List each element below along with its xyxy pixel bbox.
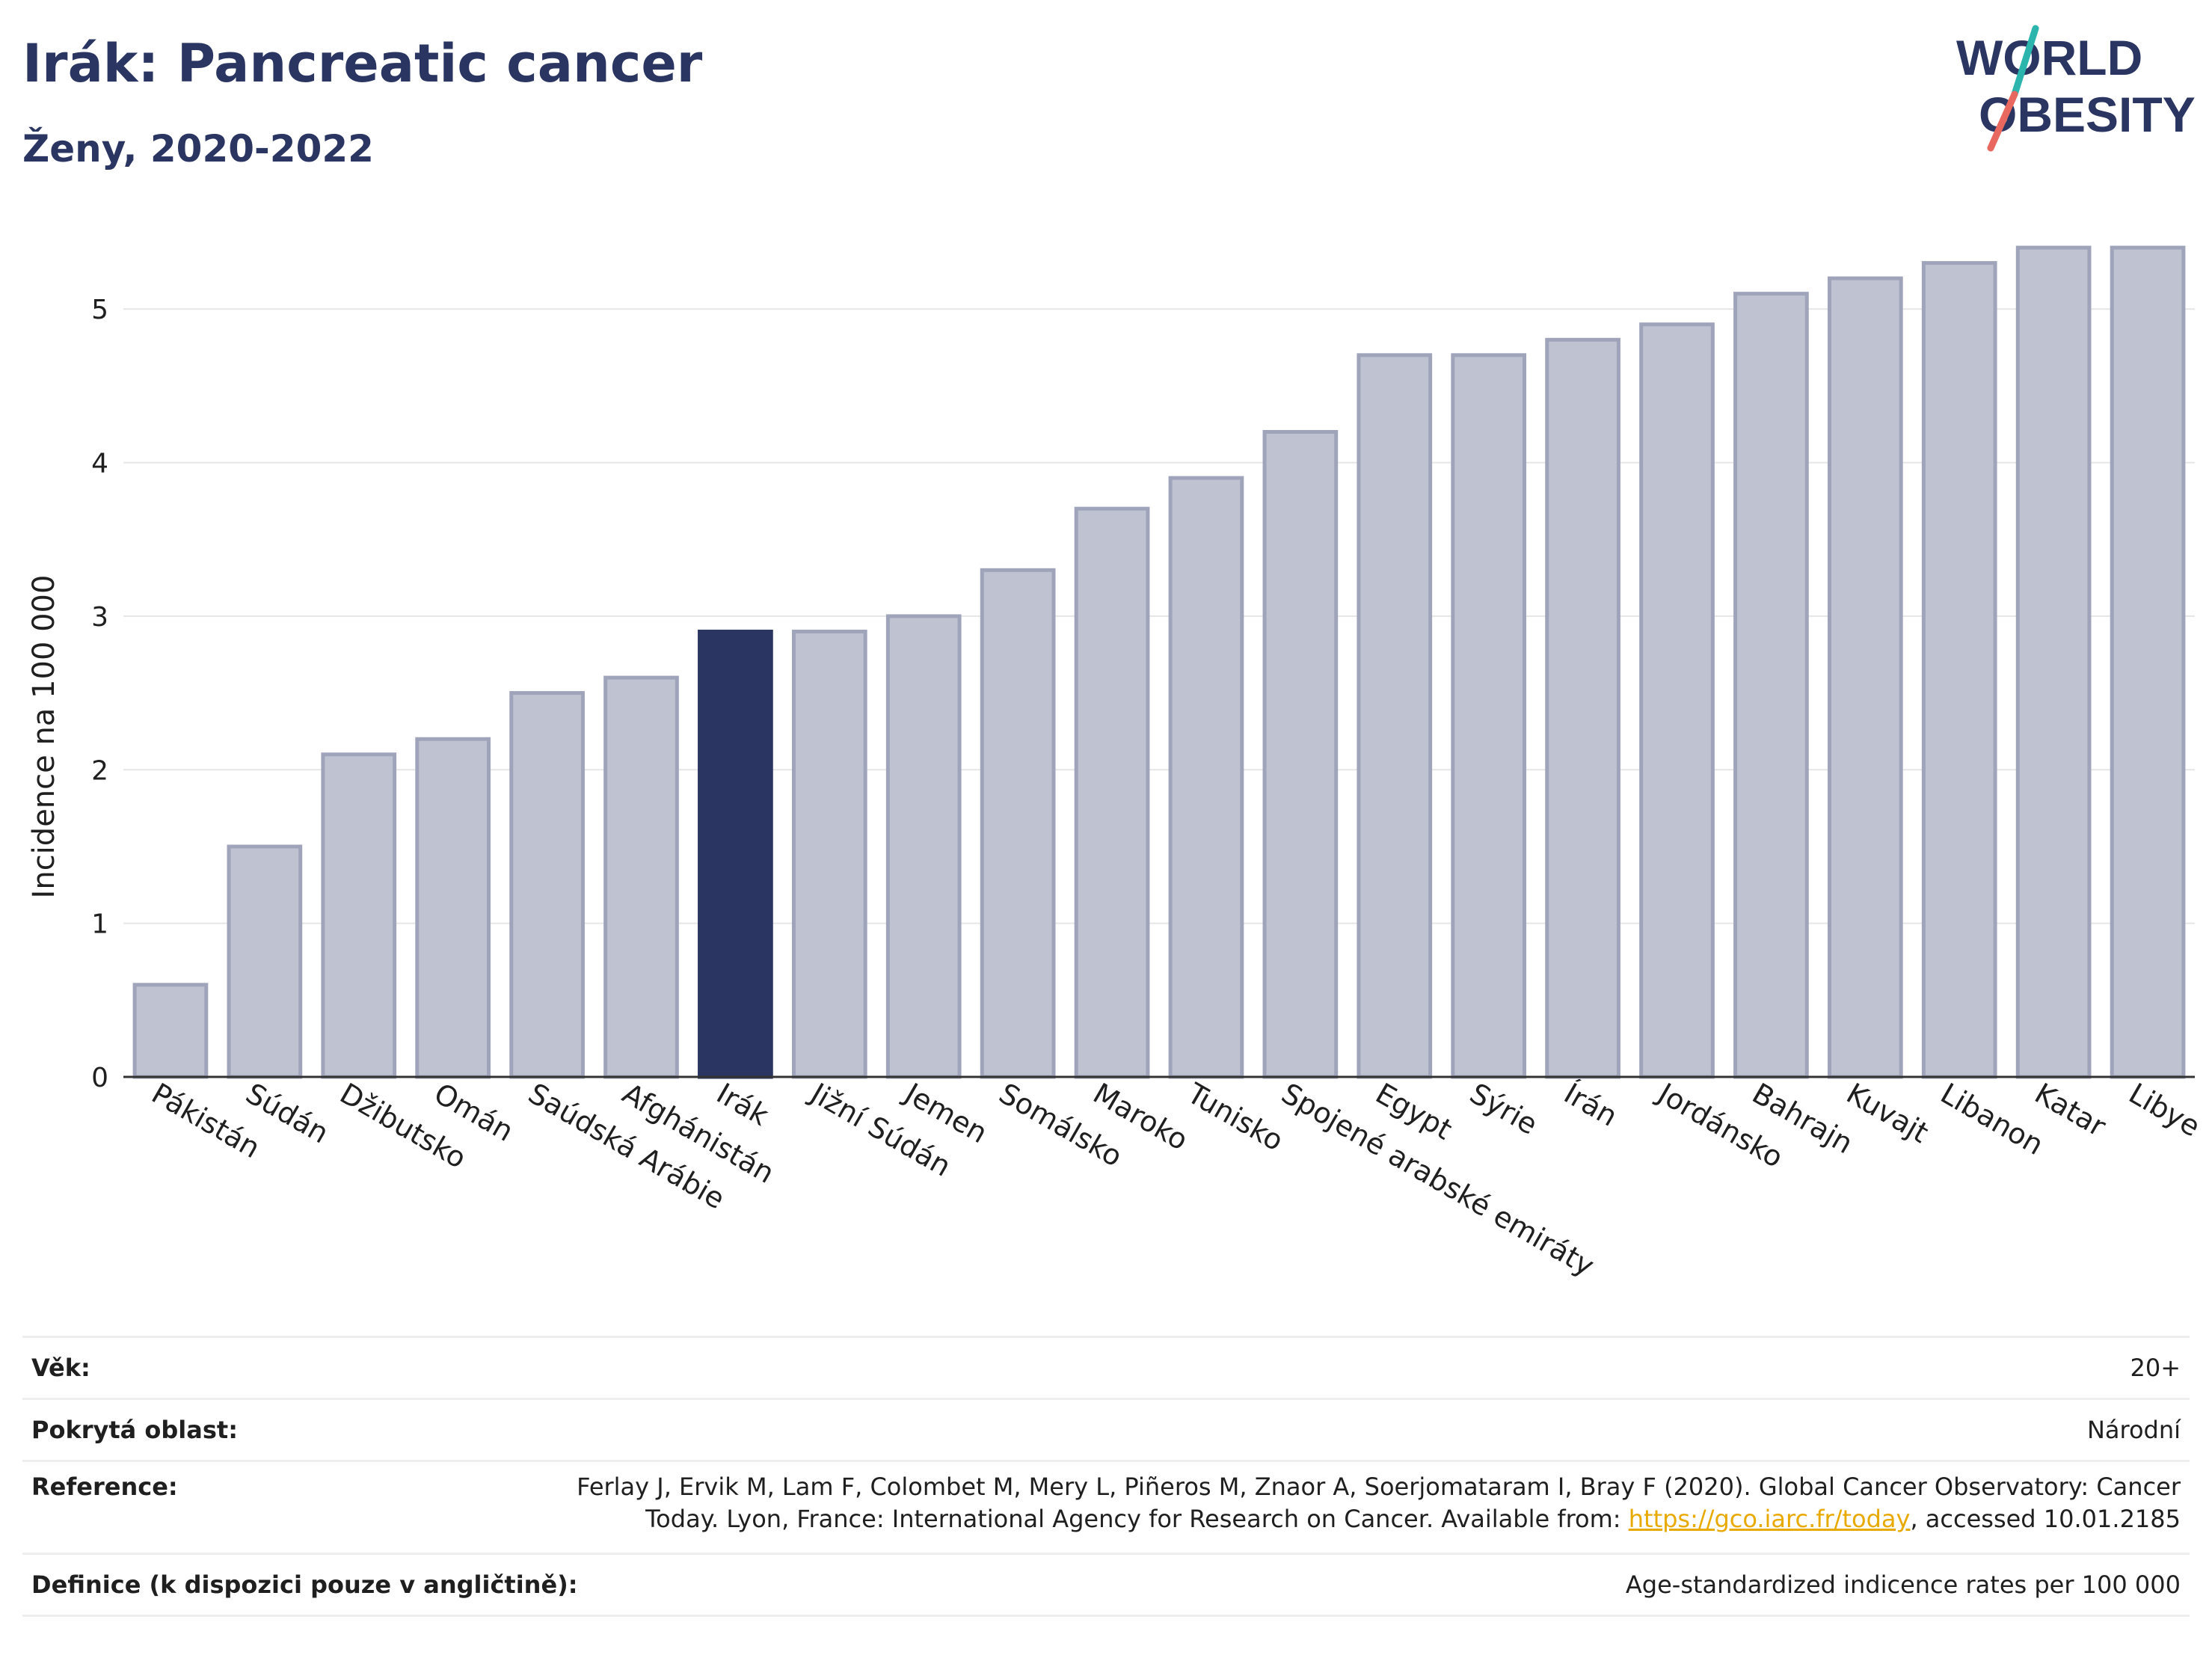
bar-tunisko — [1168, 476, 1244, 1079]
age-value: 20+ — [2130, 1353, 2181, 1382]
y-tick-label: 1 — [91, 909, 108, 940]
age-label: Věk: — [31, 1353, 90, 1382]
x-tick-label: Tunisko — [1182, 1076, 1289, 1158]
bar-libye — [2110, 245, 2186, 1079]
x-tick-label: Libye — [2124, 1077, 2206, 1143]
bar-pákistán — [132, 983, 209, 1079]
bar-sýrie — [1451, 353, 1527, 1079]
bar-bahrajn — [1733, 292, 1809, 1079]
bar-kuvajt — [1827, 276, 1903, 1079]
chart-subtitle: Ženy, 2020-2022 — [22, 127, 374, 171]
y-tick-label: 5 — [91, 295, 108, 325]
bar-džibutsko — [321, 752, 397, 1079]
reference-line-2-pre: Today. Lyon, France: International Agenc… — [645, 1505, 1629, 1533]
logo-world-text: WORLD — [1956, 30, 2142, 85]
bar-saúdská-arábie — [509, 691, 585, 1079]
y-tick-label: 2 — [91, 755, 108, 786]
bar-afghánistán — [603, 675, 679, 1079]
bar-egypt — [1357, 353, 1433, 1079]
y-tick-label: 4 — [91, 449, 108, 479]
x-tick-label: Sýrie — [1464, 1077, 1543, 1141]
info-row-age: Věk: 20+ — [22, 1336, 2190, 1398]
bars — [132, 245, 2186, 1079]
chart-title: Irák: Pancreatic cancer — [22, 33, 703, 94]
y-tick-label: 0 — [91, 1063, 108, 1093]
reference-label: Reference: — [31, 1473, 178, 1501]
bar-maroko — [1074, 506, 1150, 1079]
bar-omán — [415, 737, 491, 1079]
x-tick-label: Libanon — [1935, 1077, 2049, 1161]
logo-slash-top — [2011, 25, 2039, 98]
bar-jemen — [885, 614, 962, 1079]
bar-írán — [1545, 337, 1620, 1079]
bar-jižní-súdán — [791, 629, 867, 1079]
bar-jordánsko — [1639, 322, 1715, 1079]
bar-katar — [2015, 245, 2092, 1079]
x-tick-label: Kuvajt — [1841, 1077, 1934, 1149]
world-obesity-logo: WORLD OBESITY — [1956, 25, 2196, 152]
area-value: Národní — [2086, 1415, 2181, 1444]
x-tick-label: Pákistán — [146, 1077, 265, 1165]
y-tick-label: 3 — [91, 602, 108, 633]
info-row-reference: Reference: Ferlay J, Ervik M, Lam F, Col… — [22, 1460, 2190, 1553]
bar-irák — [698, 629, 773, 1079]
x-tick-label: Írán — [1558, 1077, 1623, 1133]
definition-label: Definice (k dispozici pouze v angličtině… — [31, 1570, 578, 1599]
y-axis-label: Incidence na 100 000 — [27, 575, 61, 899]
reference-link[interactable]: https://gco.iarc.fr/today — [1628, 1505, 1911, 1533]
reference-line-2-post: , accessed 10.01.2185 — [1910, 1505, 2181, 1533]
info-row-definition: Definice (k dispozici pouze v angličtině… — [22, 1553, 2190, 1617]
x-tick-label: Irák — [711, 1077, 774, 1132]
info-table: Věk: 20+ Pokrytá oblast: Národní Referen… — [22, 1336, 2190, 1617]
reference-line-1: Ferlay J, Ervik M, Lam F, Colombet M, Me… — [577, 1473, 2181, 1501]
logo-slash-bottom — [1987, 90, 2018, 152]
area-label: Pokrytá oblast: — [31, 1415, 238, 1444]
info-row-area: Pokrytá oblast: Národní — [22, 1398, 2190, 1460]
reference-value: Ferlay J, Ervik M, Lam F, Colombet M, Me… — [577, 1471, 2181, 1535]
bar-libanon — [1921, 261, 1997, 1079]
definition-value: Age-standardized indicence rates per 100… — [1625, 1570, 2181, 1599]
bar-spojené-arabské-emiráty — [1262, 430, 1339, 1079]
bar-somálsko — [980, 568, 1056, 1079]
bar-súdán — [227, 844, 303, 1079]
